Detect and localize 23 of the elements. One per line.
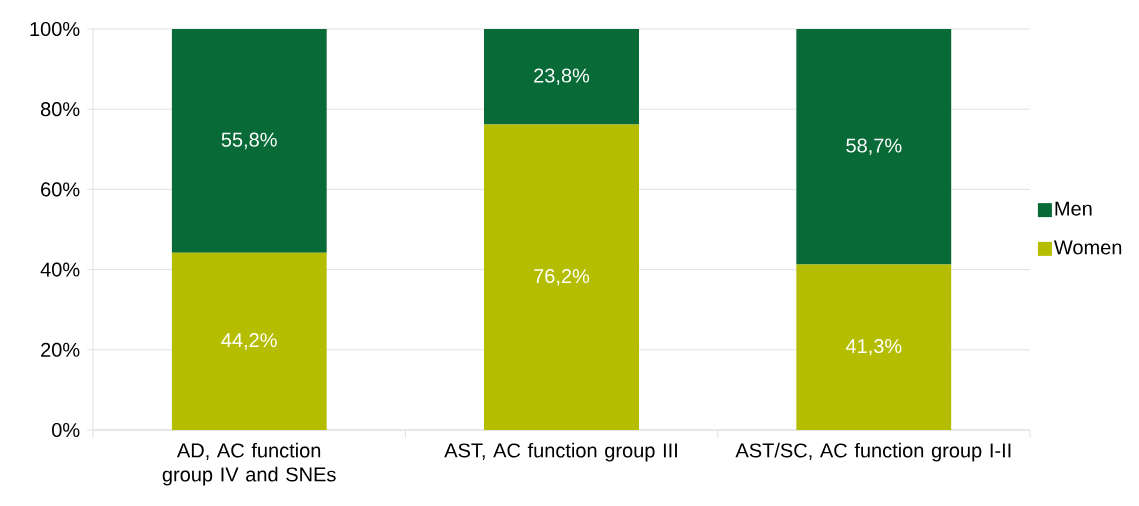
x-tick-label: AST, AC function group III	[444, 442, 677, 462]
x-tick-label: AST/SC, AC function group I-II	[735, 442, 1011, 462]
y-tick-label: 60%	[41, 182, 80, 197]
data-label: 76,2%	[534, 268, 590, 286]
y-tick-label: 100%	[30, 21, 80, 37]
data-label: 55,8%	[221, 132, 277, 150]
bar	[484, 29, 640, 125]
legend-label: Men	[1055, 201, 1092, 216]
bar	[484, 124, 640, 430]
y-tick-label: 20%	[41, 342, 80, 357]
data-label: 44,2%	[221, 333, 277, 350]
bar	[796, 29, 952, 265]
bar	[171, 29, 327, 253]
data-label: 41,3%	[845, 338, 902, 356]
y-tick-label: 80%	[40, 102, 80, 117]
data-label: 58,7%	[846, 138, 902, 155]
bar	[796, 264, 952, 430]
x-tick-label: AD, AC function group IV and SNEs	[162, 442, 336, 486]
bar	[171, 252, 327, 430]
data-label: 23,8%	[534, 68, 590, 85]
y-tick-label: 40%	[40, 262, 80, 277]
y-tick-label: 0%	[52, 422, 80, 438]
legend-label: Women	[1054, 240, 1122, 255]
